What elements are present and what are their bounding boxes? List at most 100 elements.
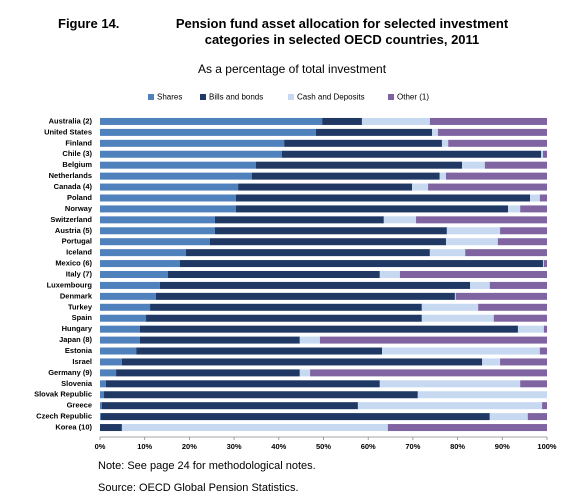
bar-segment [379, 271, 400, 278]
bar-segment [489, 281, 547, 289]
x-tick-label: 50% [316, 442, 331, 451]
legend-label: Other (1) [397, 93, 429, 102]
bar-segment [209, 238, 446, 246]
bar-segment [399, 271, 547, 278]
bar-segment [167, 271, 380, 278]
bar-segment [284, 139, 442, 147]
y-tick-label: Greece [67, 401, 92, 410]
y-tick-label: Finland [65, 138, 92, 147]
bar-segment [462, 161, 485, 169]
bar-segment [139, 336, 300, 344]
x-tick-label: 100% [537, 442, 557, 451]
bar-segment [445, 238, 498, 246]
source: Source: OECD Global Pension Statistics. [98, 482, 299, 494]
bar-segment [543, 325, 547, 333]
y-tick-label: Chile (3) [62, 149, 92, 158]
bar-segment [530, 194, 540, 202]
x-tick-label: 0% [95, 442, 106, 451]
bar-segment [180, 260, 543, 268]
bar-segment [454, 292, 456, 300]
bar-segment [214, 216, 384, 224]
bar-segment [136, 347, 383, 355]
bar-segment [100, 260, 181, 268]
y-tick-label: Slovak Republic [34, 390, 92, 399]
y-tick-label: Germany (9) [48, 368, 92, 377]
y-tick-label: Norway [65, 204, 93, 213]
y-tick-label: Spain [72, 313, 93, 322]
bar-segment [100, 281, 160, 289]
bar-segment [116, 369, 300, 377]
bar-segment [100, 271, 168, 278]
bar-segment [100, 172, 252, 180]
bar-segment [100, 358, 122, 366]
bar-segment [520, 205, 547, 213]
y-tick-label: Slovenia [61, 379, 93, 388]
bar-segment [256, 161, 463, 169]
y-tick-label: Netherlands [49, 171, 92, 180]
bar-segment [159, 281, 471, 289]
bar-segment [100, 128, 316, 136]
bar-segment [508, 205, 521, 213]
bar-segment [100, 117, 323, 125]
bar-segment [429, 117, 547, 125]
x-tick-label: 70% [405, 442, 420, 451]
bar-segment [520, 380, 547, 388]
bar-segment [432, 128, 438, 136]
bar-segment [185, 249, 430, 257]
figure-label: Figure 14. [58, 16, 120, 31]
chart-title: Pension fund asset allocation for select… [175, 16, 509, 47]
bar-segment [500, 227, 547, 235]
bar-segment [445, 172, 547, 180]
chart-subtitle: As a percentage of total investment [197, 62, 387, 76]
bar-segment [104, 391, 418, 399]
bar-segment [500, 358, 547, 366]
bar-segment [315, 128, 433, 136]
bar-segment [517, 325, 544, 333]
y-tick-label: Austria (5) [55, 226, 93, 235]
y-tick-label: Japan (8) [59, 335, 92, 344]
bar-segment [470, 281, 490, 289]
bar-segment [100, 183, 239, 191]
y-tick-label: Denmark [60, 291, 93, 300]
bar-segment [100, 413, 490, 421]
bar-segment [100, 413, 101, 421]
x-tick-label: 10% [137, 442, 152, 451]
bar-segment [455, 292, 547, 300]
bar-segment [527, 413, 547, 421]
legend-swatch [200, 94, 206, 100]
x-tick-label: 30% [227, 442, 242, 451]
bar-segment [539, 194, 547, 202]
bar-segment [493, 314, 547, 322]
legend-label: Bills and bonds [209, 93, 263, 102]
bar-segment [439, 172, 446, 180]
y-tick-label: Belgium [62, 160, 92, 169]
bar-segment [100, 402, 102, 410]
legend-swatch [148, 94, 154, 100]
bar-segment [357, 402, 543, 410]
bar-segment [417, 391, 547, 399]
y-tick-label: Estonia [65, 346, 93, 355]
bar-segment [421, 314, 494, 322]
bar-segment [361, 117, 430, 125]
bar-segment [542, 260, 544, 268]
bar-segment [448, 139, 547, 147]
x-tick-label: 20% [182, 442, 197, 451]
bar-segment [100, 161, 257, 169]
y-tick-label: Korea (10) [55, 423, 92, 432]
bar-segment [441, 139, 449, 147]
bar-segment [150, 303, 422, 311]
bar-segment [299, 369, 311, 377]
y-tick-label: Portugal [62, 237, 92, 246]
bar-segment [543, 260, 547, 268]
bar-segment [100, 314, 147, 322]
bar-segment [100, 227, 215, 235]
y-tick-label: Italy (7) [66, 269, 93, 278]
legend-label: Cash and Deposits [297, 93, 365, 102]
y-tick-label: Canada (4) [54, 182, 93, 191]
y-tick-label: Switzerland [50, 215, 92, 224]
bar-segment [121, 358, 483, 366]
bar-segment [100, 292, 156, 300]
x-tick-label: 80% [450, 442, 465, 451]
